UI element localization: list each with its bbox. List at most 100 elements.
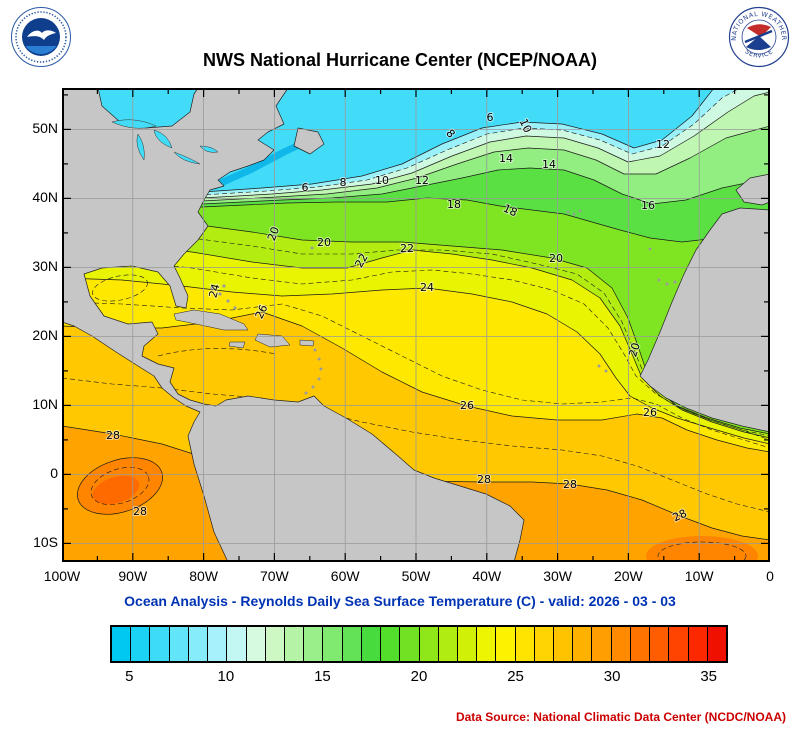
colorbar-cell: [515, 627, 535, 661]
contour-label: 20: [626, 341, 643, 358]
land-small-islands: [210, 209, 677, 395]
nws-emblem-red-shape: [747, 24, 771, 37]
colorbar-cell: [477, 627, 497, 661]
colorbar-cell: [246, 627, 266, 661]
contour-label: 28: [563, 478, 577, 491]
colorbar-cell: [227, 627, 247, 661]
lon-tick-label: 50W: [401, 568, 431, 584]
lat-tick-label: 0: [50, 465, 58, 482]
contour-label: 20: [317, 236, 331, 249]
colorbar-tick-label: 5: [125, 668, 134, 685]
colorbar-cell: [131, 627, 151, 661]
great-lakes: [111, 119, 219, 165]
contour-label: 6: [487, 111, 494, 124]
contour-label: 16: [641, 199, 655, 212]
colorbar-cell: [323, 627, 343, 661]
contour-label: 26: [643, 406, 657, 419]
lat-tick-label: 20N: [32, 327, 58, 344]
colorbar-tick-label: 20: [410, 668, 428, 685]
contour-label: 24: [206, 282, 222, 299]
colorbar-cell: [534, 627, 555, 661]
noaa-seagull-icon: [27, 30, 56, 40]
lon-tick-label: 40W: [472, 568, 502, 584]
contour-label: 24: [420, 281, 434, 294]
colorbar-tick-label: 30: [603, 668, 621, 685]
contour-label: 26: [460, 399, 474, 412]
lon-tick-label: 10W: [684, 568, 714, 584]
land-iberia: [735, 173, 770, 206]
lat-tick-label: 10N: [32, 396, 58, 413]
contour-label: 10: [375, 174, 389, 187]
colorbar-cell: [669, 627, 689, 661]
colorbar-cell: [611, 627, 631, 661]
land-layer: [62, 88, 770, 562]
colorbar-tick-label: 15: [314, 668, 331, 685]
nws-emblem-blue-shape: [746, 36, 771, 50]
contour-label: 14: [542, 158, 556, 171]
colorbar-cell: [400, 627, 420, 661]
page-title: NWS National Hurricane Center (NCEP/NOAA…: [202, 50, 598, 70]
contour-label: 20: [265, 225, 282, 243]
colorbar-cell: [208, 627, 228, 661]
contour-label: 12: [415, 174, 429, 187]
lon-tick-label: 100W: [43, 568, 81, 584]
colorbar-cell: [112, 627, 132, 661]
data-source-note: Data Source: National Climatic Data Cent…: [455, 710, 786, 724]
nws-emblem-diagonal: [744, 29, 773, 44]
land-newfoundland: [293, 127, 325, 155]
colorbar-cell: [419, 627, 439, 661]
colorbar-cell: [554, 627, 574, 661]
land-hispaniola: [254, 333, 291, 348]
contour-label: 18: [447, 198, 461, 211]
temperature-colorbar: [110, 625, 728, 663]
colorbar-tick-label: 10: [217, 668, 235, 685]
lon-tick-label: 60W: [330, 568, 360, 584]
land-jamaica: [228, 341, 246, 349]
colorbar-cell: [438, 627, 458, 661]
lat-tick-label: 40N: [32, 189, 58, 206]
noaa-logo-ocean: [25, 46, 57, 55]
map-subtitle: Ocean Analysis - Reynolds Daily Sea Surf…: [124, 593, 676, 609]
land-cuba: [173, 309, 249, 331]
contour-label: 20: [549, 252, 563, 265]
lon-tick-label: 20W: [613, 568, 643, 584]
colorbar-cell: [688, 627, 708, 661]
colorbar-cell: [496, 627, 516, 661]
lat-tick-label: 50N: [32, 120, 58, 137]
colorbar-cell: [361, 627, 382, 661]
colorbar-cell: [150, 627, 170, 661]
lon-tick-label: 70W: [259, 568, 289, 584]
colorbar-tick-label: 25: [507, 668, 524, 685]
land-africa: [639, 207, 770, 433]
axis-ticks: [63, 89, 769, 561]
contour-label: 28: [477, 473, 491, 486]
lat-tick-label: 30N: [32, 258, 58, 275]
contour-label: 28: [106, 429, 120, 442]
colorbar-cell: [573, 627, 593, 661]
contour-label: 28: [133, 505, 147, 518]
map-area: 6 8 10 12 14 14 16 6 8 10 12 18 18 20 20 22 22 20 24 24 26 20…: [32, 88, 774, 584]
contour-label: 14: [499, 152, 513, 165]
colorbar-cell: [630, 627, 651, 661]
lon-tick-label: 0: [766, 568, 774, 584]
colorbar-cell: [650, 627, 670, 661]
colorbar-cell: [265, 627, 285, 661]
colorbar-cell: [169, 627, 189, 661]
lon-tick-label: 30W: [543, 568, 572, 584]
noaa-logo-ring-text: [15, 11, 67, 63]
colorbar-tick-label: 35: [700, 668, 718, 685]
grid-lines: [62, 88, 770, 562]
contour-label: 22: [400, 242, 414, 255]
noaa-logo: [11, 7, 71, 67]
land-americas: [62, 88, 525, 562]
land-puerto-rico: [299, 339, 315, 347]
contour-label: 6: [302, 181, 309, 194]
colorbar-cell: [592, 627, 612, 661]
colorbar-cell: [284, 627, 305, 661]
lon-tick-label: 90W: [118, 568, 148, 584]
contour-label: 12: [656, 138, 670, 151]
colorbar-cell: [304, 627, 324, 661]
nws-logo: NATIONAL WEATHER SERVICE: [728, 6, 790, 68]
colorbar-cell: [188, 627, 209, 661]
